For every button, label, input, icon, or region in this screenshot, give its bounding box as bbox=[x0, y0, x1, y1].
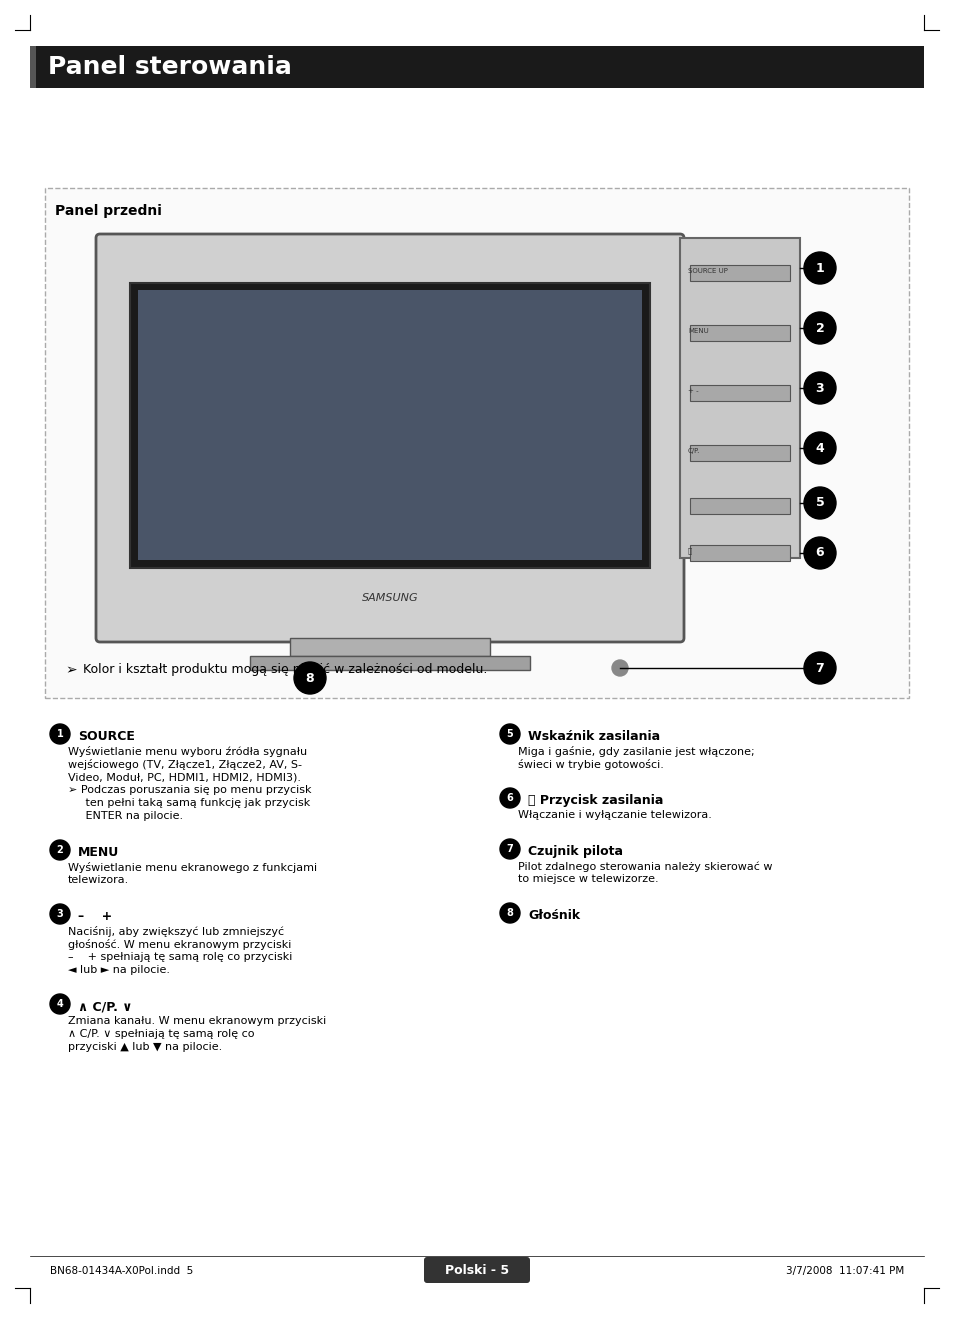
Circle shape bbox=[803, 372, 835, 405]
Circle shape bbox=[612, 660, 627, 676]
Text: 6: 6 bbox=[506, 793, 513, 803]
Text: –    +: – + bbox=[78, 909, 112, 923]
Circle shape bbox=[50, 904, 70, 924]
Circle shape bbox=[499, 840, 519, 859]
Text: MENU: MENU bbox=[78, 846, 119, 859]
Text: ENTER na pilocie.: ENTER na pilocie. bbox=[68, 811, 183, 821]
Circle shape bbox=[50, 724, 70, 743]
Text: ➢: ➢ bbox=[65, 663, 76, 677]
Text: Czujnik pilota: Czujnik pilota bbox=[527, 845, 622, 858]
Text: Wyświetlanie menu wyboru źródła sygnału: Wyświetlanie menu wyboru źródła sygnału bbox=[68, 746, 307, 757]
Circle shape bbox=[803, 312, 835, 344]
Text: MENU: MENU bbox=[687, 328, 708, 333]
Circle shape bbox=[499, 903, 519, 923]
Text: 4: 4 bbox=[815, 442, 823, 455]
Bar bbox=[689, 385, 789, 401]
Text: –    + spełniają tę samą rolę co przyciski: – + spełniają tę samą rolę co przyciski bbox=[68, 952, 292, 962]
Text: Panel sterowania: Panel sterowania bbox=[48, 55, 292, 79]
Text: ∧ C/P. ∨ spełniają tę samą rolę co: ∧ C/P. ∨ spełniają tę samą rolę co bbox=[68, 1029, 254, 1039]
Text: Wskaźnik zasilania: Wskaźnik zasilania bbox=[527, 730, 659, 743]
Bar bbox=[130, 283, 649, 568]
Circle shape bbox=[499, 788, 519, 808]
Text: przyciski ▲ lub ▼ na pilocie.: przyciski ▲ lub ▼ na pilocie. bbox=[68, 1043, 222, 1052]
Text: 8: 8 bbox=[305, 671, 314, 684]
Bar bbox=[138, 290, 641, 560]
Bar bbox=[689, 546, 789, 561]
Text: Polski - 5: Polski - 5 bbox=[444, 1264, 509, 1277]
Text: 3: 3 bbox=[815, 381, 823, 394]
Text: świeci w trybie gotowości.: świeci w trybie gotowości. bbox=[517, 759, 663, 770]
Bar bbox=[30, 46, 923, 88]
Text: 4: 4 bbox=[56, 999, 63, 1010]
Bar bbox=[689, 498, 789, 514]
Text: 6: 6 bbox=[815, 547, 823, 560]
Bar bbox=[689, 265, 789, 281]
Circle shape bbox=[803, 486, 835, 519]
Text: Video, Moduł, PC, HDMI1, HDMI2, HDMI3).: Video, Moduł, PC, HDMI1, HDMI2, HDMI3). bbox=[68, 772, 301, 782]
Circle shape bbox=[803, 536, 835, 569]
Text: 3/7/2008  11:07:41 PM: 3/7/2008 11:07:41 PM bbox=[785, 1267, 903, 1276]
Text: Głośnik: Głośnik bbox=[527, 909, 579, 923]
Text: to miejsce w telewizorze.: to miejsce w telewizorze. bbox=[517, 874, 658, 884]
Bar bbox=[290, 638, 490, 656]
Bar bbox=[30, 46, 36, 88]
Text: 8: 8 bbox=[506, 908, 513, 919]
Text: Panel przedni: Panel przedni bbox=[55, 204, 162, 217]
Text: SOURCE UP: SOURCE UP bbox=[687, 268, 727, 274]
Text: ∧ C/P. ∨: ∧ C/P. ∨ bbox=[78, 1000, 132, 1014]
FancyBboxPatch shape bbox=[96, 235, 683, 642]
Text: + -: + - bbox=[687, 387, 698, 394]
Text: SAMSUNG: SAMSUNG bbox=[361, 593, 417, 604]
FancyBboxPatch shape bbox=[45, 188, 908, 699]
Text: wejściowego (TV, Złącze1, Złącze2, AV, S-: wejściowego (TV, Złącze1, Złącze2, AV, S… bbox=[68, 759, 302, 770]
Text: Wyświetlanie menu ekranowego z funkcjami: Wyświetlanie menu ekranowego z funkcjami bbox=[68, 862, 316, 873]
Circle shape bbox=[803, 432, 835, 464]
Text: telewizora.: telewizora. bbox=[68, 875, 129, 884]
Text: Zmiana kanału. W menu ekranowym przyciski: Zmiana kanału. W menu ekranowym przycisk… bbox=[68, 1016, 326, 1025]
Text: 7: 7 bbox=[506, 844, 513, 854]
Text: ➢ Podczas poruszania się po menu przycisk: ➢ Podczas poruszania się po menu przycis… bbox=[68, 786, 312, 795]
Text: Miga i gaśnie, gdy zasilanie jest włączone;: Miga i gaśnie, gdy zasilanie jest włączo… bbox=[517, 746, 754, 757]
Text: głośność. W menu ekranowym przyciski: głośność. W menu ekranowym przyciski bbox=[68, 938, 291, 950]
Text: 3: 3 bbox=[56, 909, 63, 919]
Text: 2: 2 bbox=[56, 845, 63, 855]
FancyBboxPatch shape bbox=[423, 1257, 530, 1282]
Bar bbox=[679, 239, 800, 558]
Circle shape bbox=[50, 840, 70, 861]
Text: Pilot zdalnego sterowania należy skierować w: Pilot zdalnego sterowania należy skierow… bbox=[517, 861, 772, 871]
Circle shape bbox=[803, 252, 835, 283]
Circle shape bbox=[803, 652, 835, 684]
Circle shape bbox=[50, 994, 70, 1014]
Text: 7: 7 bbox=[815, 662, 823, 675]
Text: 2: 2 bbox=[815, 322, 823, 335]
Bar bbox=[250, 656, 530, 670]
Bar bbox=[689, 445, 789, 461]
Circle shape bbox=[294, 662, 326, 695]
Text: Kolor i kształt produktu mogą się różnić w zależności od modelu.: Kolor i kształt produktu mogą się różnić… bbox=[83, 663, 487, 676]
Text: ten pełni taką samą funkcję jak przycisk: ten pełni taką samą funkcję jak przycisk bbox=[68, 797, 310, 808]
Text: Naciśnij, aby zwiększyć lub zmniejszyć: Naciśnij, aby zwiększyć lub zmniejszyć bbox=[68, 927, 284, 937]
Text: 1: 1 bbox=[815, 261, 823, 274]
Text: BN68-01434A-X0Pol.indd  5: BN68-01434A-X0Pol.indd 5 bbox=[50, 1267, 193, 1276]
Text: ◄ lub ► na pilocie.: ◄ lub ► na pilocie. bbox=[68, 965, 170, 975]
Text: ⏻ Przycisk zasilania: ⏻ Przycisk zasilania bbox=[527, 793, 662, 807]
Text: C/P.: C/P. bbox=[687, 448, 700, 453]
Bar bbox=[689, 326, 789, 341]
Text: SOURCE: SOURCE bbox=[78, 730, 134, 743]
Text: 5: 5 bbox=[815, 497, 823, 510]
Text: ⏻: ⏻ bbox=[687, 548, 692, 555]
Text: Włączanie i wyłączanie telewizora.: Włączanie i wyłączanie telewizora. bbox=[517, 811, 711, 820]
Circle shape bbox=[499, 724, 519, 743]
Text: 1: 1 bbox=[56, 729, 63, 739]
Text: 5: 5 bbox=[506, 729, 513, 739]
